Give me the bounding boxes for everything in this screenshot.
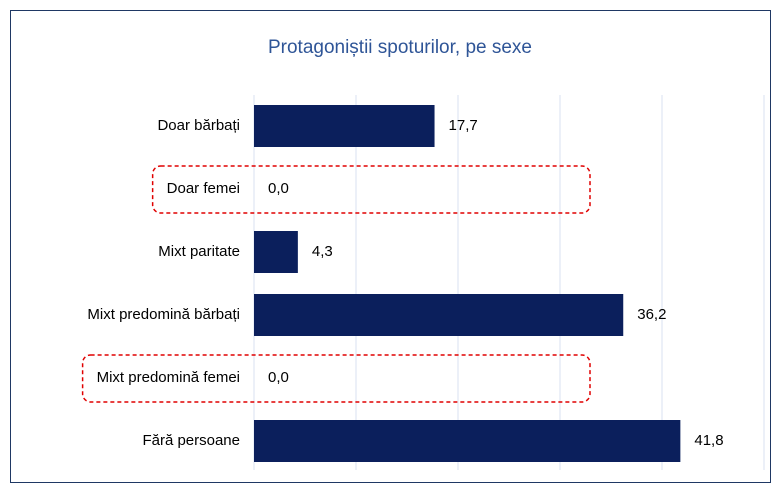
chart-frame [10,10,771,483]
bar [254,105,435,147]
category-label: Doar bărbați [157,117,240,134]
highlight-box [81,354,591,403]
value-label: 41,8 [694,432,723,449]
category-label: Mixt predomină femei [97,369,240,386]
category-label: Doar femei [167,180,240,197]
chart-title: Protagoniștii spoturilor, pe sexe [268,37,532,58]
highlight-box [151,165,591,214]
bar [254,231,298,273]
value-label: 36,2 [637,306,666,323]
value-label: 17,7 [449,117,478,134]
value-label: 4,3 [312,243,333,260]
value-label: 0,0 [268,369,289,386]
bar [254,420,681,462]
bar [254,294,624,336]
category-label: Fără persoane [142,432,240,449]
category-label: Mixt paritate [158,243,240,260]
category-label: Mixt predomină bărbați [87,306,240,323]
value-label: 0,0 [268,180,289,197]
